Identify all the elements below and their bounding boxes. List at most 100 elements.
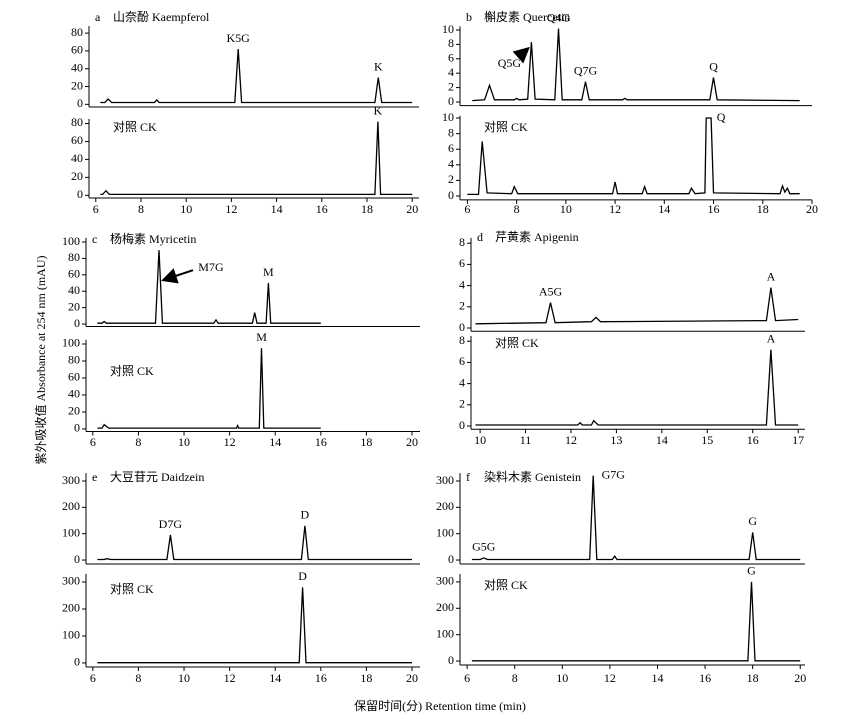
subplot-title: 大豆苷元 Daidzein xyxy=(110,470,204,484)
y-tick-label: 300 xyxy=(436,473,454,487)
x-tick-label: 12 xyxy=(224,435,236,449)
panel-letter: a xyxy=(95,10,101,24)
y-tick-label: 200 xyxy=(436,499,454,513)
y-tick-label: 0 xyxy=(448,188,454,202)
peak-label: K5G xyxy=(227,31,251,45)
peak-label: Q xyxy=(717,110,726,124)
x-tick-label: 12 xyxy=(565,433,577,447)
panel-letter: c xyxy=(92,232,97,246)
y-tick-label: 6 xyxy=(448,51,454,65)
chromatogram-trace xyxy=(97,587,412,664)
peak-label: D xyxy=(301,508,310,522)
panel-letter: d xyxy=(477,230,483,244)
y-tick-label: 0 xyxy=(74,421,80,435)
y-tick-label: 80 xyxy=(71,25,83,39)
x-tick-label: 16 xyxy=(315,435,327,449)
x-tick-label: 13 xyxy=(610,433,622,447)
x-tick-label: 18 xyxy=(361,202,373,216)
y-tick-label: 0 xyxy=(77,96,83,110)
peak-label: G xyxy=(748,514,757,528)
y-tick-label: 80 xyxy=(71,115,83,129)
x-tick-label: 14 xyxy=(269,671,281,685)
y-tick-label: 10 xyxy=(442,22,454,36)
y-tick-label: 40 xyxy=(71,60,83,74)
y-tick-label: 0 xyxy=(448,552,454,566)
subplot-title: 对照 CK xyxy=(113,120,157,134)
x-tick-label: 15 xyxy=(701,433,713,447)
peak-label: K xyxy=(374,103,383,117)
y-tick-label: 2 xyxy=(459,397,465,411)
peak-label: D7G xyxy=(159,517,183,531)
x-tick-label: 14 xyxy=(658,202,670,216)
x-tick-label: 6 xyxy=(90,435,96,449)
subplot-title: 杨梅素 Myricetin xyxy=(110,231,196,246)
y-tick-label: 0 xyxy=(74,552,80,566)
x-tick-label: 20 xyxy=(406,202,418,216)
y-axis-label: 紫外吸收值 Absorbance at 254 nm (mAU) xyxy=(33,256,48,465)
peak-arrow xyxy=(161,268,194,284)
y-tick-label: 20 xyxy=(71,169,83,183)
x-tick-label: 11 xyxy=(520,433,532,447)
y-tick-label: 8 xyxy=(459,235,465,249)
peak-label: G xyxy=(747,564,756,578)
y-tick-label: 200 xyxy=(62,499,80,513)
y-tick-label: 0 xyxy=(74,316,80,330)
y-tick-label: 300 xyxy=(62,473,80,487)
peak-label: D xyxy=(298,569,307,583)
x-tick-label: 18 xyxy=(757,202,769,216)
peak-label: Q5G xyxy=(498,56,522,70)
chromatogram-trace xyxy=(475,287,799,325)
x-tick-label: 10 xyxy=(178,671,190,685)
chromatogram-trace xyxy=(472,28,800,102)
x-tick-label: 8 xyxy=(514,202,520,216)
x-tick-label: 10 xyxy=(560,202,572,216)
x-tick-label: 10 xyxy=(474,433,486,447)
y-tick-label: 100 xyxy=(62,234,80,248)
y-tick-label: 0 xyxy=(459,320,465,334)
subplot-title: 山奈酚 Kaempferol xyxy=(113,10,210,24)
subplot-title: 对照 CK xyxy=(484,578,528,592)
y-tick-label: 80 xyxy=(68,353,80,367)
panel-letter: e xyxy=(92,470,97,484)
x-tick-label: 14 xyxy=(656,433,668,447)
x-tick-label: 8 xyxy=(135,671,141,685)
y-tick-label: 40 xyxy=(71,151,83,165)
y-tick-label: 300 xyxy=(436,574,454,588)
y-tick-label: 6 xyxy=(448,141,454,155)
x-tick-label: 16 xyxy=(699,671,711,685)
x-tick-label: 16 xyxy=(747,433,759,447)
x-tick-label: 14 xyxy=(271,202,283,216)
x-tick-label: 12 xyxy=(609,202,621,216)
y-tick-label: 4 xyxy=(459,277,465,291)
x-tick-label: 6 xyxy=(464,671,470,685)
x-tick-label: 12 xyxy=(224,671,236,685)
y-tick-label: 60 xyxy=(68,267,80,281)
x-tick-label: 20 xyxy=(406,671,418,685)
y-tick-label: 20 xyxy=(71,78,83,92)
panel-letter: b xyxy=(466,10,472,24)
x-tick-label: 16 xyxy=(315,671,327,685)
y-tick-label: 100 xyxy=(62,336,80,350)
subplot-title: 对照 CK xyxy=(484,120,528,134)
x-tick-label: 20 xyxy=(806,202,818,216)
panel-letter: f xyxy=(466,470,470,484)
x-tick-label: 10 xyxy=(556,671,568,685)
y-tick-label: 200 xyxy=(62,601,80,615)
x-tick-label: 16 xyxy=(316,202,328,216)
y-tick-label: 8 xyxy=(459,333,465,347)
y-tick-label: 100 xyxy=(62,525,80,539)
y-tick-label: 6 xyxy=(459,354,465,368)
y-tick-label: 0 xyxy=(459,418,465,432)
y-tick-label: 8 xyxy=(448,125,454,139)
x-tick-label: 18 xyxy=(360,435,372,449)
x-tick-label: 16 xyxy=(708,202,720,216)
x-tick-label: 6 xyxy=(90,671,96,685)
subplot-title: 槲皮素 Quercetin xyxy=(484,10,570,24)
x-tick-label: 20 xyxy=(406,435,418,449)
chromatogram-trace xyxy=(97,348,321,429)
peak-label: A xyxy=(767,331,776,345)
x-tick-label: 10 xyxy=(178,435,190,449)
y-tick-label: 8 xyxy=(448,36,454,50)
y-tick-label: 4 xyxy=(448,157,454,171)
